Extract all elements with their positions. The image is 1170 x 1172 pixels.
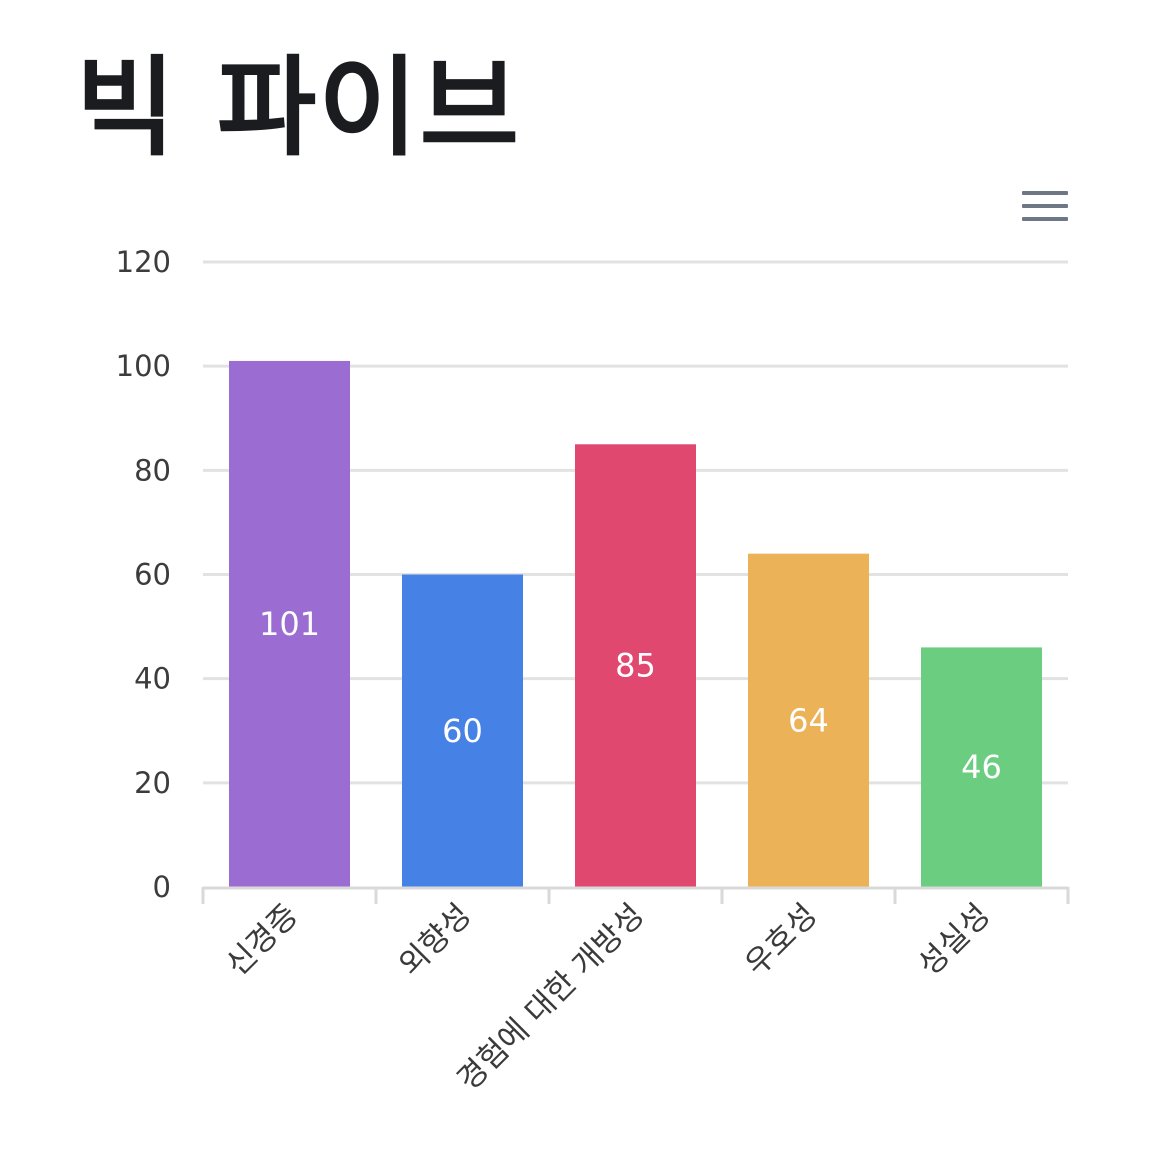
data-label: 101 xyxy=(259,605,320,643)
y-tick-label: 20 xyxy=(134,766,171,800)
data-label: 46 xyxy=(961,748,1002,786)
bar[interactable] xyxy=(921,647,1042,887)
chart-menu-button[interactable] xyxy=(1018,186,1072,228)
bar[interactable] xyxy=(748,553,869,887)
x-category-label: 경험에 대한 개방성 xyxy=(450,897,651,1098)
data-label: 64 xyxy=(788,701,829,739)
data-label: 60 xyxy=(442,712,483,750)
y-tick-label: 60 xyxy=(134,558,171,592)
y-tick-label: 80 xyxy=(134,453,171,487)
x-category-label: 신경증 xyxy=(219,897,305,983)
y-tick-label: 40 xyxy=(134,662,171,696)
data-labels: 101 60 85 64 46 xyxy=(259,605,1002,786)
bars xyxy=(229,360,1042,888)
x-category-label: 외향성 xyxy=(392,897,478,983)
data-label: 85 xyxy=(615,647,656,685)
bar[interactable] xyxy=(575,444,696,887)
page-title: 빅 파이브 xyxy=(76,46,522,171)
bar[interactable] xyxy=(229,360,350,887)
y-tick-label: 120 xyxy=(116,245,171,279)
x-category-label: 성실성 xyxy=(911,897,997,983)
y-tick-label: 0 xyxy=(153,870,171,904)
x-category-label: 우호성 xyxy=(738,897,824,983)
y-tick-label: 100 xyxy=(116,349,171,383)
x-axis xyxy=(201,886,1070,904)
y-axis-ticks: 0 20 40 60 80 100 120 xyxy=(116,245,171,904)
bar[interactable] xyxy=(402,574,523,888)
